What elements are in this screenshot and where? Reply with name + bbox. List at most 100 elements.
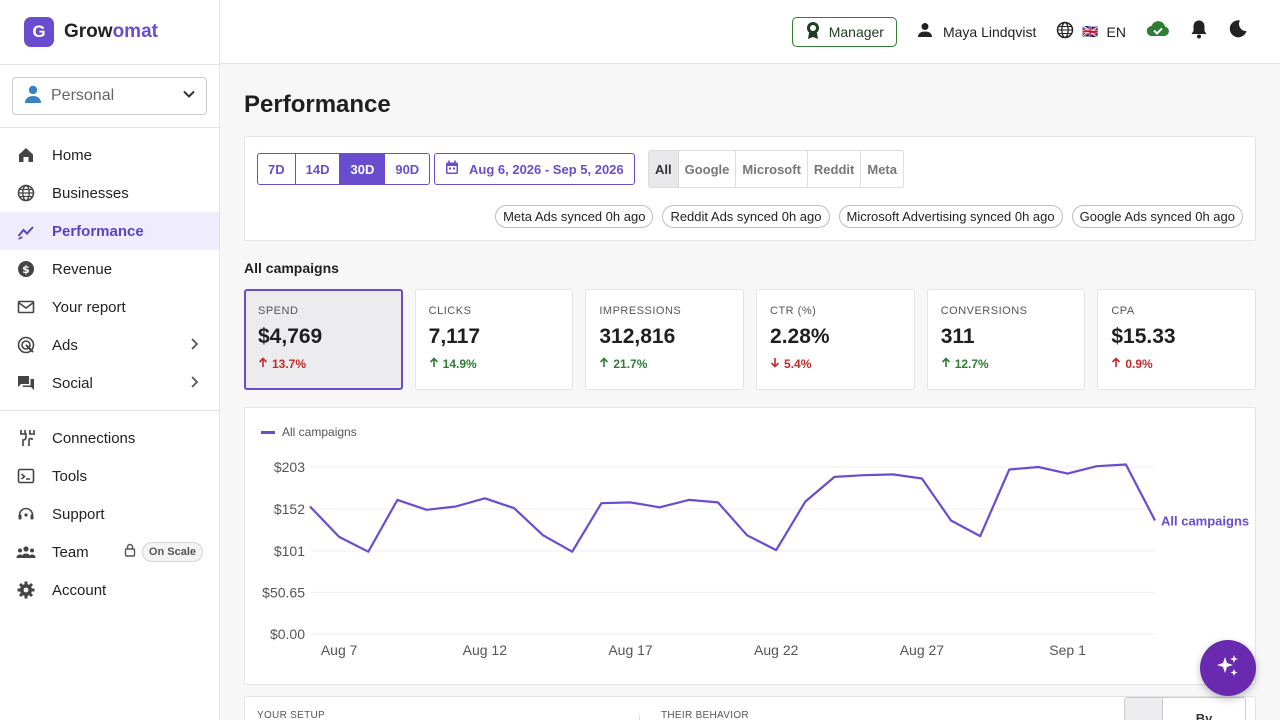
kpi-card-clicks[interactable]: CLICKS 7,117 14.9% [414,289,574,390]
target-icon [16,335,36,355]
nav-item-social[interactable]: Social [0,364,219,402]
kpi-change: 5.4% [770,357,901,371]
range-90d-button[interactable]: 90D [395,161,420,177]
kpi-value: 311 [940,325,975,348]
data-point[interactable] [657,504,663,510]
kpi-change-value: 5.4% [784,357,812,371]
data-point[interactable] [744,532,750,538]
range-30d-button[interactable]: 30D [340,154,386,184]
main-nav: Home Businesses Performance $ Revenue Yo… [0,128,219,609]
nav-item-support[interactable]: Support [0,495,219,533]
data-point[interactable] [365,549,371,555]
group-icon [16,542,36,562]
kpi-card-spend[interactable]: SPEND $4,769 13.7% [244,289,403,390]
range-14d-button[interactable]: 14D [296,154,341,184]
nav-item-label: Account [52,581,107,599]
data-point[interactable] [1094,463,1100,469]
kpi-card-impressions[interactable]: IMPRESSIONS 312,816 21.7% [585,289,745,390]
view-toggle-by[interactable]: By [1195,711,1213,720]
data-point[interactable] [686,497,692,503]
cloud-sync-icon[interactable] [1146,20,1170,43]
kpi-label: CONVERSIONS [940,305,1028,317]
nav-item-performance[interactable]: Performance [0,212,219,250]
nav-item-team[interactable]: Team On Scale [0,533,219,571]
arrow-up-icon [941,357,951,371]
data-point[interactable] [598,500,604,506]
setup-behavior-card: YOUR SETUP THEIR BEHAVIOR By [244,696,1256,720]
bell-icon[interactable] [1190,19,1208,44]
arrow-up-icon [1111,357,1121,371]
workspace-select[interactable]: Personal [12,77,207,115]
data-point[interactable] [773,547,779,553]
line-chart-svg: $0.00 $50.65 $101 $152 $203 Aug 7 Aug 12 Aug 17… [262,459,1249,658]
nav-item-revenue[interactable]: $ Revenue [0,250,219,288]
page-title: Performance [244,91,391,118]
data-point[interactable] [482,495,488,501]
kpi-card-conversions[interactable]: CONVERSIONS 311 12.7% [926,289,1086,390]
trend-icon [16,221,36,241]
kpi-card-ctr[interactable]: CTR (%) 2.28% 5.4% [756,289,915,390]
brand-logo: G [24,17,54,47]
data-point[interactable] [569,549,575,555]
kpi-change-value: 0.9% [1125,357,1153,371]
range-7d-button[interactable]: 7D [258,154,296,184]
kpi-value: 7,117 [428,325,481,348]
data-point[interactable] [336,534,342,540]
nav-item-ads[interactable]: Ads [0,326,219,364]
nav-item-account[interactable]: Account [0,571,219,609]
series-line-all-campaigns[interactable] [309,463,1156,553]
data-point[interactable] [394,497,400,503]
platform-microsoft-button[interactable]: Microsoft [736,151,808,187]
x-tick-label: Aug 17 [608,642,653,658]
y-tick-label: $152 [274,501,305,517]
data-point[interactable] [511,505,517,511]
data-point[interactable] [628,499,634,505]
data-point[interactable] [802,499,808,505]
kpi-value: 312,816 [599,325,676,348]
brand[interactable]: G Growomat [0,0,219,64]
kpi-change-value: 14.9% [442,357,477,371]
data-point[interactable] [540,532,546,538]
nav-item-home[interactable]: Home [0,136,219,174]
data-point[interactable] [307,503,313,509]
platform-meta-button[interactable]: Meta [867,161,897,177]
nav-item-your-report[interactable]: Your report [0,288,219,326]
data-point[interactable] [861,472,867,478]
arrow-down-icon [770,357,780,371]
platform-reddit-button[interactable]: Reddit [808,151,862,187]
data-point[interactable] [715,499,721,505]
platform-google-button[interactable]: Google [679,151,737,187]
chart-legend[interactable]: All campaigns [261,425,357,439]
kpi-change-value: 12.7% [954,357,989,371]
data-point[interactable] [948,517,954,523]
ai-assistant-button[interactable] [1200,640,1256,696]
nav-item-tools[interactable]: Tools [0,457,219,495]
data-point[interactable] [1006,466,1012,472]
kpi-card-cpa[interactable]: CPA $15.33 0.9% [1097,289,1257,390]
dark-mode-icon[interactable] [1228,19,1248,44]
platform-all-button[interactable]: All [649,151,679,187]
data-point[interactable] [890,471,896,477]
user-menu[interactable]: Maya Lindqvist [917,22,1036,41]
sync-chip-reddit: Reddit Ads synced 0h ago [662,205,830,228]
nav-item-businesses[interactable]: Businesses [0,174,219,212]
data-point[interactable] [919,476,925,482]
language-select[interactable]: 🇬🇧 EN [1056,21,1126,42]
kpi-row: SPEND $4,769 13.7% CLICKS 7,117 14.9% IMPRESSI… [244,289,1257,390]
data-point[interactable] [977,533,983,539]
data-point[interactable] [1152,517,1158,523]
data-point[interactable] [831,474,837,480]
date-range-button[interactable]: Aug 6, 2026 - Sep 5, 2026 [434,153,635,185]
data-point[interactable] [1065,471,1071,477]
role-button[interactable]: Manager [791,16,897,47]
your-setup-label: YOUR SETUP [257,710,326,720]
data-point[interactable] [1123,462,1129,468]
platform-toggle: All Google Microsoft Reddit Meta [648,150,904,188]
view-toggle-option[interactable] [1125,698,1163,720]
y-tick-label: $0.00 [270,626,305,642]
nav-item-label: Social [52,374,93,392]
data-point[interactable] [424,507,430,513]
data-point[interactable] [453,503,459,509]
data-point[interactable] [1035,464,1041,470]
nav-item-connections[interactable]: Connections [0,419,219,457]
